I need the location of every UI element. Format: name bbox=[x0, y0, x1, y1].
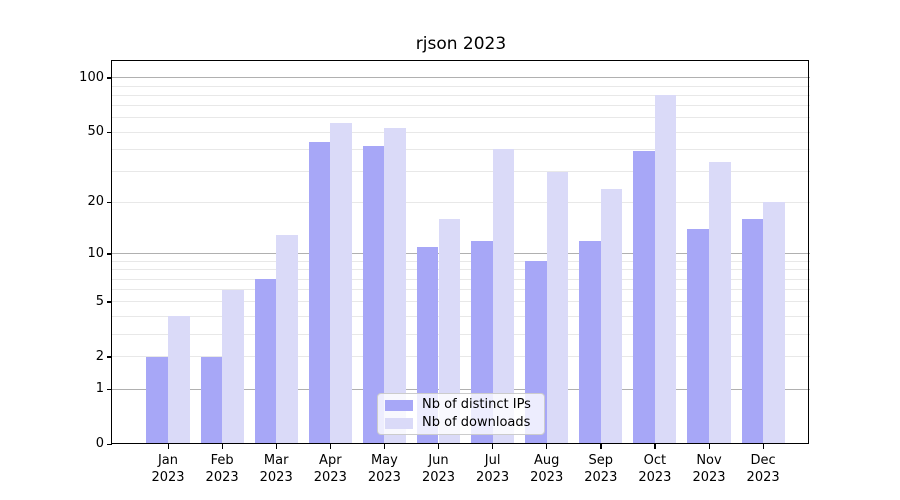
bar-ips-oct-2023 bbox=[633, 151, 655, 444]
y-tick-label-2: 2 bbox=[95, 348, 104, 364]
minor-gridline-3 bbox=[112, 333, 810, 335]
x-tick-label-jan-2023: Jan 2023 bbox=[151, 453, 185, 485]
bar-downloads-may-2023 bbox=[384, 127, 406, 444]
minor-gridline-80 bbox=[112, 94, 810, 96]
bar-ips-may-2023 bbox=[362, 145, 385, 444]
bar-downloads-jul-2023 bbox=[492, 149, 515, 444]
bar-ips-sep-2023 bbox=[579, 240, 601, 444]
minor-gridline-7 bbox=[112, 278, 810, 280]
x-tick-label-may-2023: May 2023 bbox=[367, 453, 401, 485]
x-tick-label-nov-2023: Nov 2023 bbox=[692, 453, 726, 485]
x-tick-mar-2023 bbox=[275, 444, 277, 449]
x-tick-oct-2023 bbox=[654, 444, 656, 449]
bar-ips-apr-2023 bbox=[308, 142, 331, 444]
x-tick-may-2023 bbox=[383, 444, 386, 449]
y-tick-label-0: 0 bbox=[95, 436, 104, 451]
bar-downloads-jan-2023 bbox=[168, 316, 190, 444]
minor-gridline-8 bbox=[112, 269, 810, 271]
minor-gridline-30 bbox=[112, 171, 810, 173]
x-tick-label-mar-2023: Mar 2023 bbox=[259, 453, 293, 485]
x-tick-apr-2023 bbox=[329, 444, 332, 449]
x-tick-feb-2023 bbox=[221, 444, 223, 449]
minor-gridline-4 bbox=[112, 315, 810, 317]
bar-downloads-jun-2023 bbox=[438, 219, 461, 444]
bar-ips-jan-2023 bbox=[146, 356, 168, 444]
y-tick-label-20: 20 bbox=[87, 194, 104, 210]
minor-gridline-90 bbox=[112, 85, 810, 87]
y-tick-10 bbox=[107, 253, 112, 255]
minor-gridline-60 bbox=[112, 117, 810, 119]
x-tick-jun-2023 bbox=[438, 444, 440, 449]
minor-gridline-70 bbox=[112, 105, 810, 107]
y-tick-5 bbox=[107, 301, 112, 303]
y-tick-label-10: 10 bbox=[87, 245, 104, 261]
minor-gridline-40 bbox=[112, 148, 810, 150]
bar-downloads-oct-2023 bbox=[654, 95, 677, 444]
minor-gridline-9 bbox=[112, 260, 810, 262]
y-tick-20 bbox=[107, 201, 112, 204]
legend-item-distinct-ips: Nb of distinct IPs bbox=[385, 398, 537, 412]
minor-gridline-50 bbox=[112, 131, 810, 133]
y-tick-label-100: 100 bbox=[79, 69, 104, 85]
x-tick-label-jun-2023: Jun 2023 bbox=[421, 453, 456, 485]
minor-gridline-5 bbox=[112, 301, 810, 303]
y-tick-label-5: 5 bbox=[95, 293, 104, 309]
legend-swatch-distinct-ips bbox=[385, 399, 413, 411]
bar-downloads-sep-2023 bbox=[600, 188, 623, 444]
minor-gridline-2 bbox=[112, 356, 810, 358]
y-tick-1 bbox=[107, 388, 112, 390]
major-gridline-1 bbox=[112, 388, 810, 390]
major-gridline-10 bbox=[112, 253, 810, 255]
bar-downloads-aug-2023 bbox=[546, 171, 569, 444]
bar-ips-dec-2023 bbox=[741, 219, 764, 444]
x-tick-label-feb-2023: Feb 2023 bbox=[205, 453, 239, 485]
x-tick-label-oct-2023: Oct 2023 bbox=[638, 453, 672, 485]
bar-downloads-nov-2023 bbox=[709, 161, 731, 444]
bar-ips-mar-2023 bbox=[254, 279, 277, 444]
legend-item-downloads: Nb of downloads bbox=[385, 416, 537, 430]
legend-label-downloads: Nb of downloads bbox=[422, 415, 531, 430]
x-tick-sep-2023 bbox=[600, 444, 602, 449]
legend-swatch-downloads bbox=[385, 417, 413, 429]
bar-downloads-dec-2023 bbox=[763, 202, 785, 444]
x-tick-jul-2023 bbox=[492, 444, 494, 449]
minor-gridline-6 bbox=[112, 289, 810, 291]
x-tick-label-sep-2023: Sep 2023 bbox=[584, 453, 618, 485]
x-tick-dec-2023 bbox=[762, 444, 764, 449]
y-tick-2 bbox=[107, 356, 112, 358]
x-tick-jan-2023 bbox=[167, 444, 169, 449]
bar-downloads-mar-2023 bbox=[276, 234, 298, 444]
y-tick-100 bbox=[107, 77, 112, 79]
bar-downloads-feb-2023 bbox=[222, 289, 244, 444]
y-tick-label-1: 1 bbox=[95, 381, 104, 397]
x-tick-nov-2023 bbox=[708, 444, 710, 449]
y-tick-50 bbox=[107, 131, 112, 133]
y-tick-label-50: 50 bbox=[87, 124, 104, 140]
bar-ips-nov-2023 bbox=[687, 229, 709, 444]
x-tick-label-aug-2023: Aug 2023 bbox=[530, 453, 564, 485]
legend-label-distinct-ips: Nb of distinct IPs bbox=[422, 397, 531, 412]
legend: Nb of distinct IPs Nb of downloads bbox=[377, 393, 545, 435]
x-tick-aug-2023 bbox=[546, 444, 548, 449]
x-tick-label-apr-2023: Apr 2023 bbox=[313, 453, 347, 485]
bar-ips-feb-2023 bbox=[200, 356, 223, 444]
bar-downloads-apr-2023 bbox=[330, 123, 352, 444]
chart-title: rjson 2023 bbox=[415, 34, 507, 54]
minor-gridline-20 bbox=[112, 201, 810, 203]
x-tick-label-dec-2023: Dec 2023 bbox=[746, 453, 780, 485]
x-tick-label-jul-2023: Jul 2023 bbox=[476, 453, 510, 485]
y-tick-0 bbox=[107, 443, 112, 445]
major-gridline-100 bbox=[112, 77, 810, 79]
